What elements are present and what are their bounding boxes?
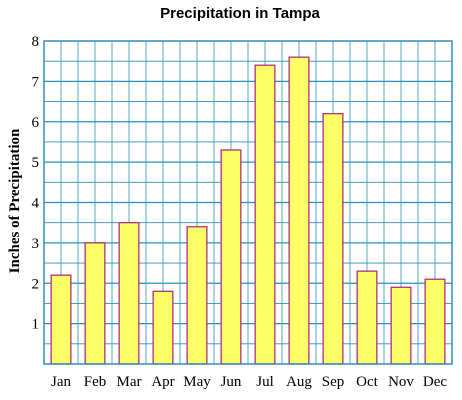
x-tick-label: Mar — [117, 374, 142, 390]
x-tick-label: Jun — [221, 374, 242, 390]
x-tick-label: Oct — [356, 374, 378, 390]
y-tick-label: 6 — [32, 115, 40, 131]
bar-jan — [50, 274, 72, 365]
x-tick-label: May — [183, 374, 211, 390]
bar-nov — [390, 286, 412, 365]
bar-oct — [356, 270, 378, 365]
y-axis-label: Inches of Precipitation — [7, 128, 23, 273]
x-tick-labels: Jan Feb Mar Apr May Jun Jul Aug Sep Oct Nov Dec — [51, 374, 447, 390]
plot-frame — [43, 40, 453, 365]
chart-title: Precipitation in Tampa — [160, 5, 320, 22]
bar-jul — [254, 64, 276, 365]
x-tick-label: Dec — [423, 374, 447, 390]
bar-dec — [424, 278, 446, 365]
bars — [50, 56, 446, 365]
x-tick-label: Jan — [51, 374, 71, 390]
y-tick-label: 8 — [32, 34, 40, 50]
x-tick-label: Feb — [84, 374, 107, 390]
bar-apr — [152, 290, 174, 365]
bar-aug — [288, 56, 310, 365]
y-tick-label: 5 — [32, 155, 40, 171]
x-tick-label: Nov — [388, 374, 414, 390]
bar-may — [186, 226, 208, 365]
x-tick-label: Jul — [256, 374, 274, 390]
y-tick-label: 2 — [32, 276, 40, 292]
y-tick-label: 4 — [32, 196, 40, 212]
bar-feb — [84, 242, 106, 365]
y-tick-labels: 1 2 3 4 5 6 7 8 — [32, 34, 40, 333]
bar-sep — [322, 113, 344, 365]
y-tick-label: 1 — [32, 317, 40, 333]
x-tick-label: Apr — [151, 374, 174, 390]
y-tick-label: 7 — [32, 74, 40, 90]
bar-mar — [118, 222, 140, 365]
y-tick-label: 3 — [32, 236, 40, 252]
x-tick-label: Aug — [286, 374, 312, 390]
bar-jun — [220, 149, 242, 365]
x-tick-label: Sep — [322, 374, 345, 390]
